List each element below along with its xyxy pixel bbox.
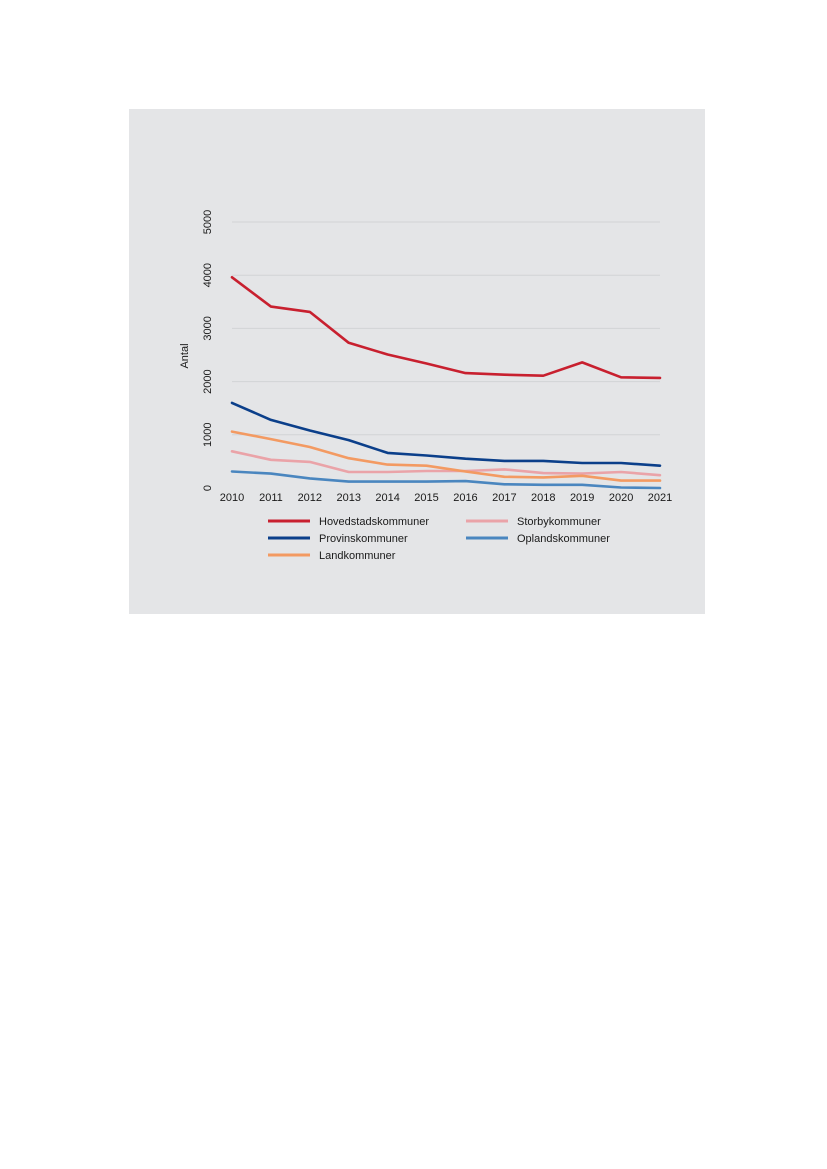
series-line-oplandskommuner xyxy=(230,470,662,490)
x-tick-label: 2011 xyxy=(259,492,283,504)
legend-label: Storbykommuner xyxy=(517,516,601,528)
x-tick-label: 2012 xyxy=(298,492,322,504)
legend: Hovedstadskommuner Storbykommuner Provinsk… xyxy=(268,516,610,562)
x-tick-label: 2015 xyxy=(414,492,438,504)
legend-label: Landkommuner xyxy=(319,550,396,562)
y-tick-label: 1000 xyxy=(202,423,214,447)
y-tick-label: 2000 xyxy=(202,369,214,393)
x-tick-label: 2010 xyxy=(220,492,244,504)
x-tick-label: 2017 xyxy=(492,492,516,504)
y-tick-label: 5000 xyxy=(202,210,214,234)
x-tick-label: 2013 xyxy=(336,492,360,504)
x-tick-label: 2019 xyxy=(570,492,594,504)
gridlines xyxy=(232,221,660,436)
y-tick-label: 4000 xyxy=(202,263,214,287)
series-line-provinskommuner xyxy=(230,401,662,468)
y-tick-label: 3000 xyxy=(202,316,214,340)
series-line-landkommuner xyxy=(230,430,662,482)
series-lines xyxy=(230,275,662,490)
x-tick-label: 2018 xyxy=(531,492,555,504)
legend-label: Provinskommuner xyxy=(319,533,408,545)
x-tick-label: 2020 xyxy=(609,492,633,504)
x-tick-label: 2016 xyxy=(453,492,477,504)
y-tick-label: 0 xyxy=(202,485,214,491)
series-line-storbykommuner xyxy=(230,449,662,477)
series-line-hovedstadskommuner xyxy=(230,275,662,380)
x-tick-label: 2021 xyxy=(648,492,672,504)
x-tick-label: 2014 xyxy=(375,492,399,504)
legend-label: Oplandskommuner xyxy=(517,533,610,545)
legend-label: Hovedstadskommuner xyxy=(319,516,429,528)
y-axis-label: Antal xyxy=(179,343,191,368)
y-tick-labels: 0 1000 2000 3000 4000 5000 xyxy=(202,210,214,491)
x-tick-labels: 2010 2011 2012 2013 2014 2015 2016 2017 2018 2019… xyxy=(220,492,672,504)
